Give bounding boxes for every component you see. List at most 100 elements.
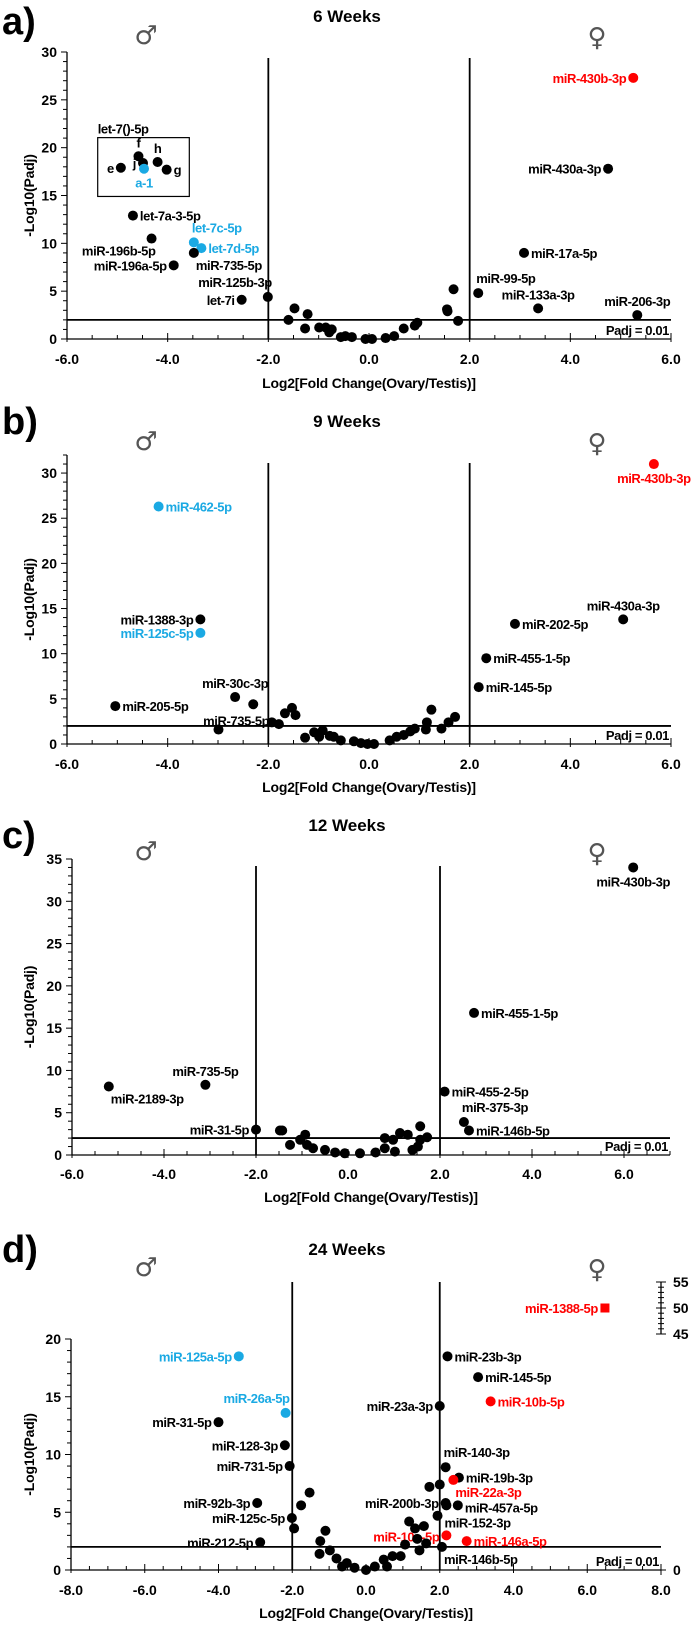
point-label: miR-31-5p (152, 1415, 212, 1430)
data-point (230, 692, 241, 703)
x-tick-label: 8.0 (651, 1582, 671, 1598)
female-symbol-icon: ♀ (587, 1255, 606, 1285)
x-tick-label: 4.0 (561, 351, 581, 367)
y-tick-label: 25 (41, 510, 57, 526)
right-axis-tick-label: 45 (673, 1326, 689, 1342)
point-label: let-7i (207, 293, 235, 308)
data-point (200, 1079, 211, 1090)
point-label: miR-1388-5p (525, 1301, 598, 1316)
data-point (618, 614, 629, 625)
data-point (346, 332, 357, 343)
point-label: miR-735-5p (172, 1064, 239, 1079)
x-tick-label: -6.0 (55, 351, 79, 367)
data-point (442, 1351, 453, 1362)
data-point (418, 1521, 429, 1532)
data-point (421, 1538, 432, 1549)
data-point (436, 1541, 447, 1552)
data-point (473, 682, 484, 693)
x-tick-label: -6.0 (60, 1166, 84, 1182)
point-label: g (174, 163, 182, 178)
point-label: miR-23a-3p (367, 1399, 434, 1414)
let-7-group-box (97, 137, 190, 198)
x-tick-label: -6.0 (55, 756, 79, 772)
data-point (389, 331, 400, 342)
x-tick-label: -4.0 (206, 1582, 230, 1598)
data-point (280, 1407, 291, 1418)
data-point (404, 1516, 415, 1527)
data-point (188, 237, 199, 248)
data-point (302, 309, 313, 320)
data-point (628, 72, 639, 83)
data-point (648, 459, 659, 470)
data-point (296, 1500, 307, 1511)
data-point (439, 1086, 450, 1097)
padj-threshold-label: Padj = 0.01 (596, 1554, 659, 1569)
point-label: miR-2189-3p (111, 1091, 184, 1106)
data-point (414, 1545, 425, 1556)
point-label: miR-202-5p (522, 617, 589, 632)
data-point (369, 1561, 380, 1572)
data-point (434, 1400, 445, 1411)
data-point (252, 1498, 263, 1509)
point-label: miR-196a-5p (94, 258, 167, 273)
right-axis-tick-label: 50 (673, 1300, 689, 1316)
data-point (195, 614, 206, 625)
data-point (290, 710, 301, 721)
point-label: miR-430b-3p (596, 874, 670, 889)
data-point (314, 1548, 325, 1559)
point-label: miR-125a-5p (159, 1349, 232, 1364)
data-point (320, 1144, 330, 1155)
x-tick-label: 0.0 (359, 351, 379, 367)
x-tick-label: 0.0 (356, 1582, 376, 1598)
point-label: miR-140-3p (444, 1445, 511, 1460)
data-point (448, 1474, 459, 1485)
point-label: let-7d-5p (208, 241, 259, 256)
point-label: miR-125c-5p (120, 626, 193, 641)
data-point (300, 323, 311, 334)
male-symbol-icon: ♂ (134, 1253, 157, 1283)
y-tick-label: 0 (54, 1147, 62, 1163)
y-tick-label: 20 (45, 1331, 61, 1347)
data-point (441, 1530, 452, 1541)
data-point (324, 1545, 335, 1556)
data-point (600, 1303, 610, 1313)
x-tick-label: 4.0 (522, 1166, 542, 1182)
point-label: e (107, 161, 114, 176)
data-point (426, 704, 437, 715)
panel-letter: a) (2, 1, 36, 43)
y-tick-label: 15 (45, 1389, 61, 1405)
x-tick-label: 0.0 (338, 1166, 358, 1182)
x-tick-label: 2.0 (430, 1582, 450, 1598)
data-point (341, 1558, 352, 1569)
point-label: miR-1388-3p (120, 612, 193, 627)
point-label: miR-430a-3p (587, 598, 660, 613)
padj-threshold-label: Padj = 0.01 (605, 1139, 668, 1154)
data-point (233, 1351, 244, 1362)
data-point (387, 1551, 398, 1562)
data-point (255, 1537, 266, 1548)
data-point (286, 1513, 297, 1524)
data-point (369, 739, 380, 749)
x-tick-label: 2.0 (460, 351, 480, 367)
data-point (452, 1500, 463, 1511)
data-point (335, 735, 346, 746)
data-point (412, 317, 423, 328)
y-tick-label: 10 (46, 1062, 62, 1078)
point-label: miR-145-5p (486, 680, 553, 695)
data-point (284, 1461, 295, 1472)
point-label: miR-152-3p (445, 1516, 512, 1531)
data-point (533, 303, 544, 314)
panel-title: 9 Weeks (313, 412, 381, 431)
y-axis-label: -Log10(Padj) (21, 154, 37, 236)
data-point (434, 1479, 445, 1490)
x-tick-label: 2.0 (430, 1166, 450, 1182)
data-point (394, 1128, 405, 1139)
point-label: miR-200b-3p (365, 1496, 439, 1511)
point-label: miR-146a-5p (474, 1534, 547, 1549)
data-point (421, 717, 432, 728)
data-point (398, 323, 409, 334)
panel-title: 24 Weeks (308, 1240, 385, 1259)
point-label: miR-125b-3p (198, 275, 272, 290)
data-point (195, 627, 206, 638)
